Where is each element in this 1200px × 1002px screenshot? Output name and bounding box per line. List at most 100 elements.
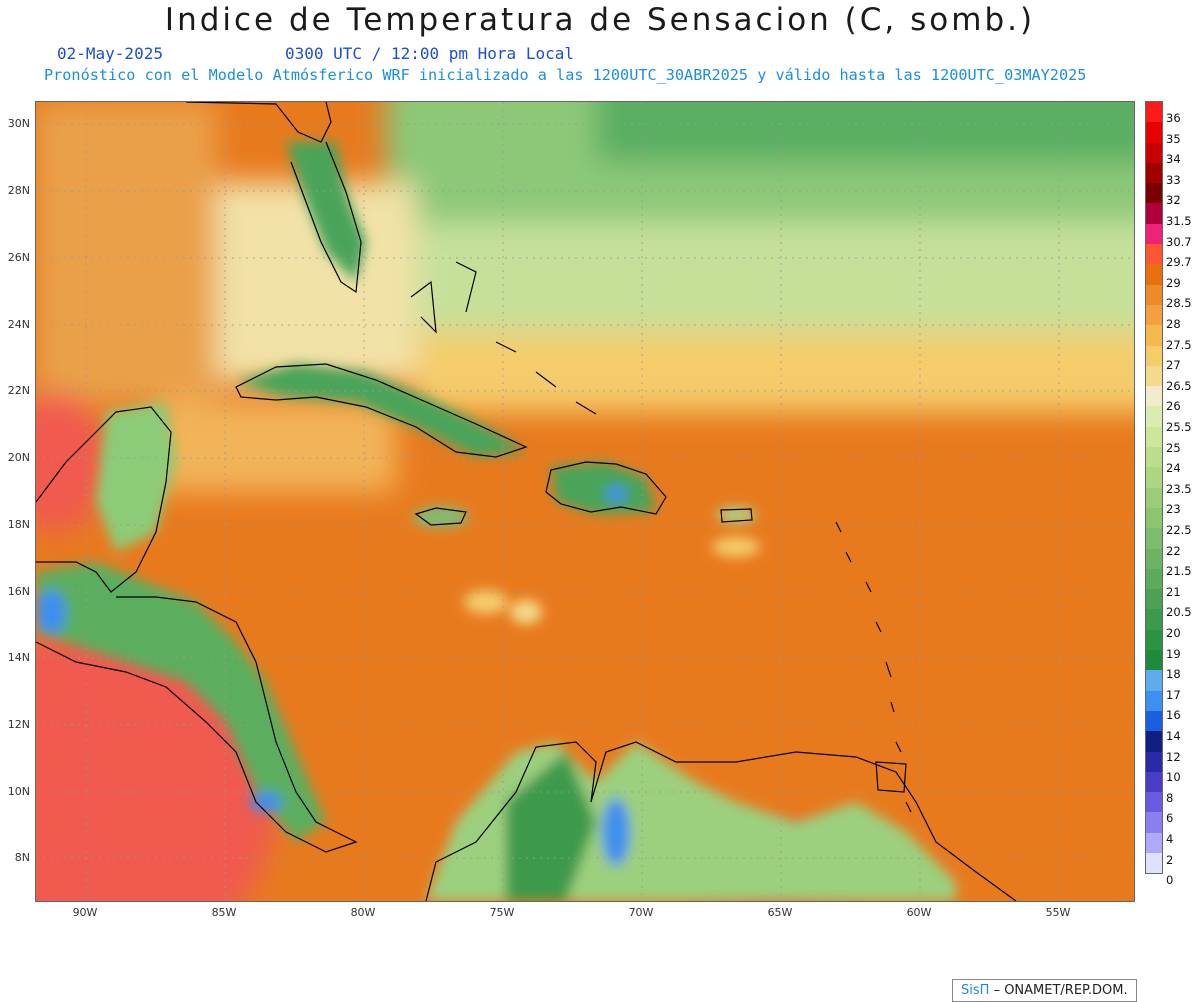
colorbar-swatch xyxy=(1146,650,1162,671)
colorbar-label: 2 xyxy=(1166,852,1174,867)
puertorico-coast xyxy=(720,508,753,523)
colorbar-label: 29.7 xyxy=(1166,255,1192,270)
central-america-coast xyxy=(36,596,358,853)
colorbar-swatch xyxy=(1146,406,1162,427)
lat-label-22n: 22N xyxy=(7,384,30,397)
colorbar-label: 36 xyxy=(1166,111,1181,125)
lon-label-85w: 85W xyxy=(211,906,237,919)
colorbar-label: 16 xyxy=(1166,708,1181,723)
map-svg xyxy=(36,102,1134,901)
lat-label-14n: 14N xyxy=(7,651,30,664)
colorbar-label: 21 xyxy=(1166,584,1181,599)
lon-label-90w: 90W xyxy=(72,906,98,919)
colorbar-swatch xyxy=(1146,447,1162,468)
lon-label-75w: 75W xyxy=(489,906,515,919)
lon-label-55w: 55W xyxy=(1045,906,1071,919)
lat-label-26n: 26N xyxy=(7,251,30,264)
credit-box: SisΠ – ONAMET/REP.DOM. xyxy=(952,979,1137,1002)
colorbar-swatch xyxy=(1146,264,1162,285)
colorbar-label: 10 xyxy=(1166,770,1181,785)
colorbar-label: 21.5 xyxy=(1166,564,1192,579)
colorbar-label: 18 xyxy=(1166,667,1181,682)
colorbar-label: 8 xyxy=(1166,790,1174,805)
colorbar-swatch xyxy=(1146,467,1162,488)
colorbar-swatch xyxy=(1146,487,1162,508)
colorbar-swatch xyxy=(1146,507,1162,529)
florida-coast xyxy=(185,102,362,294)
caribbean-patch-1 xyxy=(464,590,508,614)
colorbar-swatch xyxy=(1146,589,1162,610)
lon-label-70w: 70W xyxy=(628,906,654,919)
colorbar-label: 22.5 xyxy=(1166,523,1192,537)
lat-label-16n: 16N xyxy=(7,585,30,598)
colorbar-label: 25 xyxy=(1166,440,1181,455)
colorbar-label: 30.7 xyxy=(1166,234,1192,249)
forecast-date: 02-May-2025 xyxy=(57,44,163,63)
forecast-time: 0300 UTC / 12:00 pm Hora Local xyxy=(285,44,574,63)
hispaniola-coast xyxy=(545,461,667,515)
colorbar-swatch xyxy=(1146,629,1162,651)
colorbar-label: 19 xyxy=(1166,646,1181,661)
colorbar-label: 25.5 xyxy=(1166,420,1192,434)
colorbar-swatch xyxy=(1146,568,1162,590)
colorbar-label: 27 xyxy=(1166,358,1181,373)
colorbar-swatch xyxy=(1146,670,1162,691)
trinidad-coast xyxy=(875,761,907,793)
colorbar-swatch xyxy=(1146,852,1162,874)
colorbar-label: 12 xyxy=(1166,749,1181,764)
colorbar-swatch xyxy=(1146,792,1162,813)
colorbar-swatch xyxy=(1146,548,1162,569)
lat-label-10n: 10N xyxy=(7,785,30,798)
colorbar-swatch xyxy=(1146,812,1162,833)
colorbar-label: 23 xyxy=(1166,502,1181,517)
costarica-blue xyxy=(250,792,282,812)
colorbar-swatch xyxy=(1146,731,1162,752)
colorbar-swatch xyxy=(1146,223,1162,245)
andes-blue xyxy=(602,798,630,866)
chart-title: Indice de Temperatura de Sensacion (C, s… xyxy=(164,2,1036,38)
colorbar-swatch xyxy=(1146,122,1162,143)
lat-label-12n: 12N xyxy=(7,718,30,731)
lat-label-28n: 28N xyxy=(7,184,30,197)
south-america-coast xyxy=(425,741,1017,901)
jamaica-coast xyxy=(414,507,467,526)
colorbar-label: 4 xyxy=(1166,832,1174,846)
colorbar-label: 14 xyxy=(1166,729,1181,743)
lon-label-65w: 65W xyxy=(767,906,793,919)
grid-lines xyxy=(36,102,1134,901)
colorbar-swatch xyxy=(1146,609,1162,630)
colorbar-swatch xyxy=(1146,426,1162,448)
colorbar-label: 20.5 xyxy=(1166,605,1192,620)
colorbar-swatch xyxy=(1146,102,1162,123)
florida-green xyxy=(286,142,366,282)
colorbar-swatch xyxy=(1146,690,1162,711)
colorbar-swatch xyxy=(1146,528,1162,549)
lat-label-8n: 8N xyxy=(14,851,30,864)
lesser-antilles xyxy=(835,521,912,813)
colorbar-label: 22 xyxy=(1166,543,1181,558)
subtrop-band xyxy=(416,332,1134,412)
central-america-green xyxy=(36,562,326,842)
cuba-coast xyxy=(235,363,528,458)
north-atlantic-green xyxy=(596,102,1134,162)
colorbar xyxy=(1145,101,1163,875)
puertorico-green xyxy=(716,507,756,523)
colorbar-label: 28.5 xyxy=(1166,296,1192,311)
colorbar-swatch xyxy=(1146,710,1162,732)
colorbar-label: 6 xyxy=(1166,811,1174,826)
mexico-blue xyxy=(36,590,66,634)
colorbar-label: 26.5 xyxy=(1166,378,1192,393)
caribbean-patch-3 xyxy=(712,537,760,557)
colorbar-swatch xyxy=(1146,365,1162,387)
gulf-hot xyxy=(36,392,106,532)
lon-label-80w: 80W xyxy=(350,906,376,919)
colorbar-swatch xyxy=(1146,325,1162,346)
colorbar-label: 32 xyxy=(1166,193,1181,208)
colorbar-label: 33 xyxy=(1166,172,1181,187)
lat-label-18n: 18N xyxy=(7,518,30,531)
model-description: Pronóstico con el Modelo Atmósferico WRF… xyxy=(44,66,1087,84)
lat-label-30n: 30N xyxy=(7,117,30,130)
forecast-map: SisΠ – ONAMET/REP.DOM. xyxy=(35,101,1137,1002)
colorbar-label: 23.5 xyxy=(1166,481,1192,496)
colorbar-label: 34 xyxy=(1166,152,1181,167)
